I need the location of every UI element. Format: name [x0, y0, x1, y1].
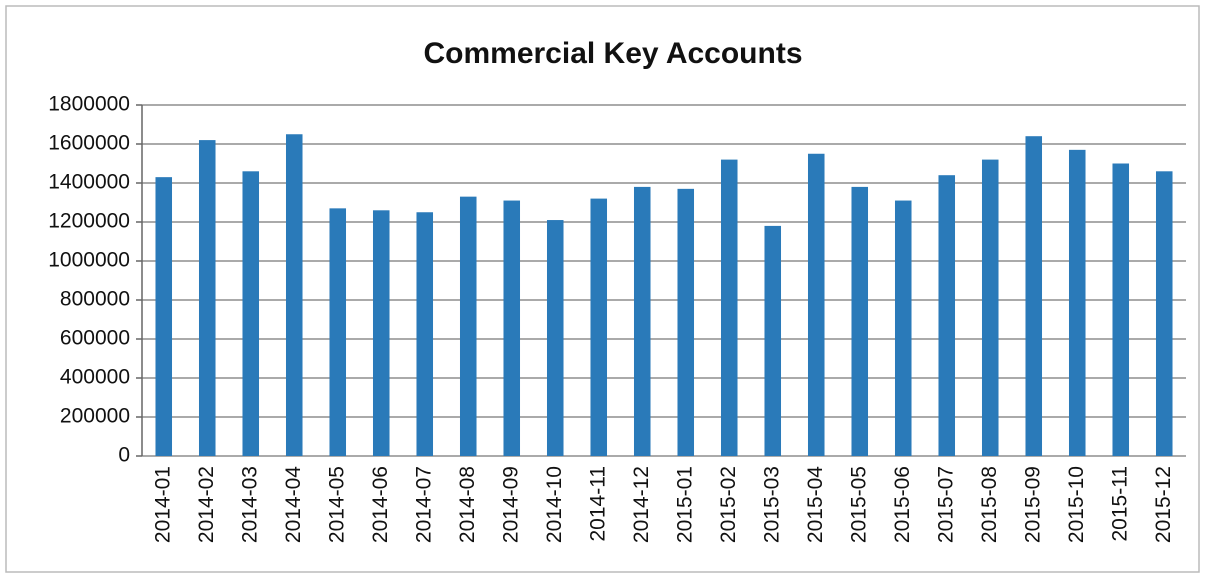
x-tick-label: 2015-02 — [717, 466, 740, 543]
x-tick-label: 2015-12 — [1152, 466, 1175, 543]
x-tick-label: 2014-04 — [282, 466, 305, 543]
x-tick-label: 2015-08 — [978, 466, 1001, 543]
bar — [546, 220, 564, 456]
y-tick-label: 600000 — [60, 327, 130, 350]
bar — [155, 177, 173, 456]
bar — [590, 198, 608, 456]
x-tick-label: 2014-05 — [325, 466, 348, 543]
x-tick-label: 2014-06 — [369, 466, 392, 543]
x-tick-label: 2014-03 — [238, 466, 261, 543]
y-tick-label: 400000 — [60, 366, 130, 389]
y-tick-label: 1600000 — [48, 132, 130, 155]
x-tick-label: 2015-09 — [1021, 466, 1044, 543]
bar — [503, 200, 521, 456]
bar — [720, 159, 738, 456]
x-tick-label: 2015-10 — [1065, 466, 1088, 543]
bar — [764, 225, 782, 456]
x-tick-label: 2014-12 — [630, 466, 653, 543]
y-tick-label: 800000 — [60, 288, 130, 311]
x-tick-label: 2015-11 — [1108, 466, 1131, 542]
x-tick-label: 2015-03 — [760, 466, 783, 543]
bar — [1025, 136, 1043, 456]
y-tick-label: 1000000 — [48, 249, 130, 272]
bar — [807, 153, 825, 456]
x-tick-label: 2015-06 — [891, 466, 914, 543]
x-tick-label: 2014-01 — [151, 466, 174, 543]
bar — [938, 175, 956, 456]
x-tick-label: 2014-08 — [456, 466, 479, 543]
y-tick-label: 200000 — [60, 405, 130, 428]
x-tick-label: 2014-07 — [412, 466, 435, 543]
bar — [851, 186, 869, 456]
x-tick-label: 2014-10 — [543, 466, 566, 543]
bar — [198, 140, 216, 456]
x-tick-label: 2015-05 — [847, 466, 870, 543]
chart-title: Commercial Key Accounts — [423, 37, 802, 70]
y-tick-label: 0 — [118, 444, 130, 467]
x-tick-label: 2015-04 — [804, 466, 827, 543]
bar — [677, 188, 695, 456]
x-tick-label: 2014-02 — [195, 466, 218, 543]
bar — [372, 210, 390, 456]
bar — [242, 171, 260, 457]
bar — [1112, 163, 1130, 456]
bar — [894, 200, 912, 456]
bar — [633, 186, 651, 456]
x-tick-label: 2015-01 — [673, 466, 696, 543]
bar — [1068, 149, 1086, 456]
y-tick-label: 1800000 — [48, 93, 130, 116]
y-tick-label: 1400000 — [48, 171, 130, 194]
bar — [981, 159, 999, 456]
y-tick-label: 1200000 — [48, 210, 130, 233]
bar — [416, 212, 434, 456]
x-tick-label: 2014-09 — [499, 466, 522, 543]
bar — [329, 208, 347, 456]
x-tick-label: 2014-11 — [586, 466, 609, 542]
bar — [1155, 171, 1173, 457]
bar — [459, 196, 477, 456]
x-tick-label: 2015-07 — [934, 466, 957, 543]
bar — [285, 134, 303, 456]
